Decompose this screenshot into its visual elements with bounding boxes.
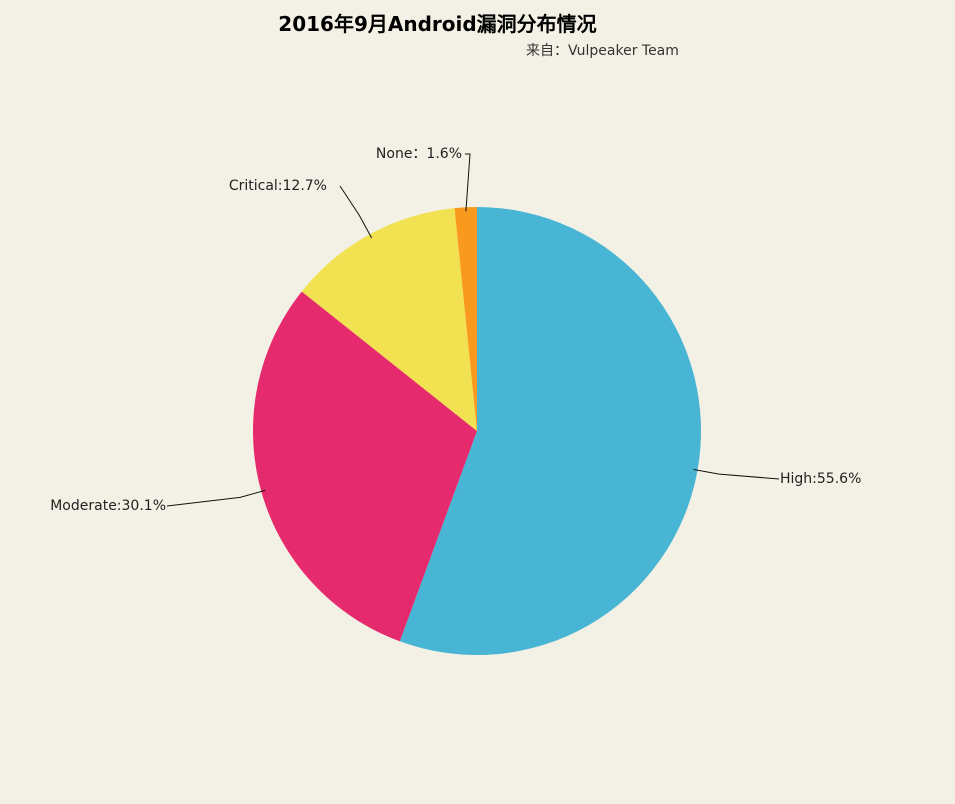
leader-line-none bbox=[465, 153, 471, 212]
leader-lines bbox=[166, 153, 780, 507]
slice-label-critical: Critical:12.7% bbox=[229, 178, 327, 194]
chart-subtitle: 来自：Vulpeaker Team bbox=[526, 43, 679, 59]
pie-slice-moderate[interactable] bbox=[252, 291, 477, 642]
leader-line-critical bbox=[339, 185, 373, 239]
leader-line-high bbox=[693, 469, 780, 480]
slice-label-high: High:55.6% bbox=[780, 471, 861, 487]
slice-label-moderate: Moderate:30.1% bbox=[50, 498, 166, 514]
pie-slice-high[interactable] bbox=[399, 207, 701, 655]
pie-slice-none[interactable] bbox=[454, 207, 477, 431]
slice-label-none: None：1.6% bbox=[376, 146, 462, 162]
pie-slice-critical[interactable] bbox=[301, 208, 477, 431]
chart-title: 2016年9月Android漏洞分布情况 bbox=[278, 12, 597, 36]
pie-slices bbox=[252, 207, 701, 655]
leader-line-moderate bbox=[166, 489, 266, 507]
slice-labels: High:55.6% Moderate:30.1% Critical:12.7% No… bbox=[50, 146, 861, 514]
